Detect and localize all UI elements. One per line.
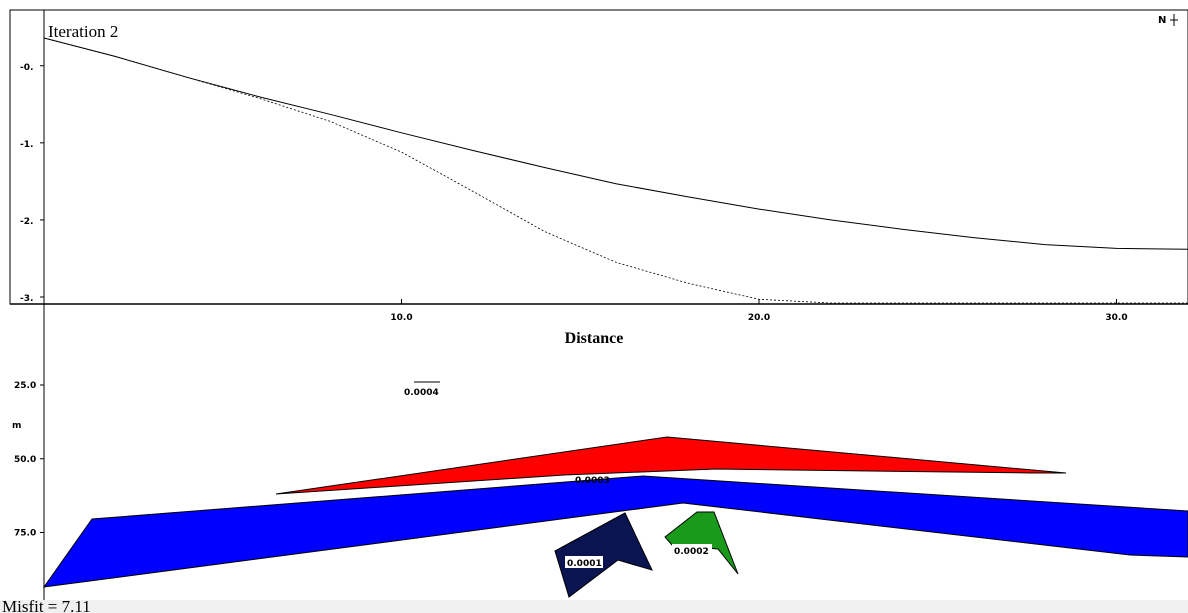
profile-x-tick-label: 10.0 [390,313,412,323]
profile-x-tick-label: 20.0 [748,313,770,323]
profile-y-tick-label: -2. [20,217,33,227]
north-indicator: N [1158,14,1178,26]
profile-x-ticks: 10.0 20.0 30.0 [390,299,1128,323]
red-body-label: 0.0003 [575,476,610,486]
navy-body[interactable] [554,512,653,598]
depth-unit-label: m [12,421,21,431]
profile-x-tick-label: 30.0 [1105,313,1127,323]
misfit-label: Misfit = 7.11 [2,597,91,613]
north-label: N [1158,15,1166,26]
profile-y-tick-label: -0. [20,63,33,73]
red-body[interactable] [275,436,1067,495]
profile-y-tick-label: -3. [20,294,33,304]
observed-curve [43,37,1188,250]
profile-y-ticks: -0. -1. -2. -3. [20,63,44,304]
calculated-curve [43,37,1188,304]
navy-body-label: 0.0001 [567,559,602,569]
depth-tick-label: 25.0 [14,381,36,391]
depth-tick-label: 75.0 [14,529,36,539]
x-axis-title: Distance [565,330,624,347]
green-body-label: 0.0002 [674,547,709,557]
iteration-label: Iteration 2 [48,22,118,41]
profile-y-tick-label: -1. [20,140,33,150]
profile-panel [9,9,1188,305]
green-body-label-bg [672,544,712,556]
status-bar [0,600,1188,613]
blue-body[interactable] [42,475,1188,588]
floating-label-text: 0.0004 [404,388,439,398]
navy-body-label-bg [565,556,603,568]
green-body[interactable] [664,511,739,575]
depth-tick-label: 50.0 [14,455,36,465]
floating-density-label: 0.0004 [404,381,440,398]
depth-ticks: 25.0 50.0 75.0 [14,381,44,539]
